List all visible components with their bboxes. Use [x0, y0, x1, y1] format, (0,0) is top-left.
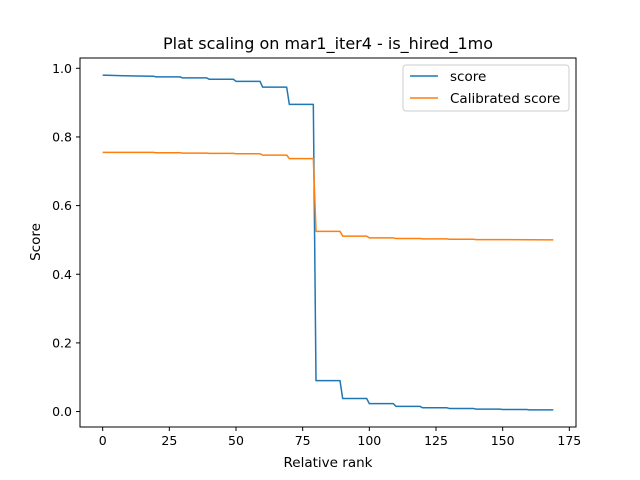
plot-frame: [79, 57, 577, 428]
x-tick-label: 25: [161, 433, 177, 448]
x-tick-label: 150: [491, 433, 515, 448]
x-tick-label: 100: [357, 433, 381, 448]
x-tick-label: 0: [99, 433, 107, 448]
legend-box: [402, 64, 570, 112]
series-line-1: [102, 151, 554, 241]
x-tick-label: 125: [424, 433, 448, 448]
series-line-0: [102, 74, 554, 411]
x-tick-label: 175: [557, 433, 581, 448]
y-tick-label: 1.0: [52, 61, 72, 76]
x-tick-label: 50: [228, 433, 244, 448]
y-axis-label: Score: [28, 223, 44, 261]
legend-label-1: Calibrated score: [450, 91, 560, 107]
y-tick-label: 0.4: [52, 267, 72, 282]
y-tick-label: 0.8: [52, 129, 72, 144]
x-axis-label: Relative rank: [284, 455, 373, 471]
x-tick-label: 75: [295, 433, 311, 448]
chart-title: Plat scaling on mar1_iter4 - is_hired_1m…: [163, 34, 493, 54]
y-tick-label: 0.6: [52, 198, 72, 213]
series-layer: [102, 74, 554, 411]
legend: score Calibrated score: [402, 64, 570, 112]
legend-label-0: score: [450, 69, 486, 85]
y-axis: 0.0 0.2 0.4 0.6 0.8 1.0: [52, 61, 80, 419]
y-tick-label: 0.2: [52, 335, 72, 350]
y-tick-label: 0.0: [52, 404, 72, 419]
x-axis: 0 25 50 75 100 125 150 175: [99, 427, 581, 448]
